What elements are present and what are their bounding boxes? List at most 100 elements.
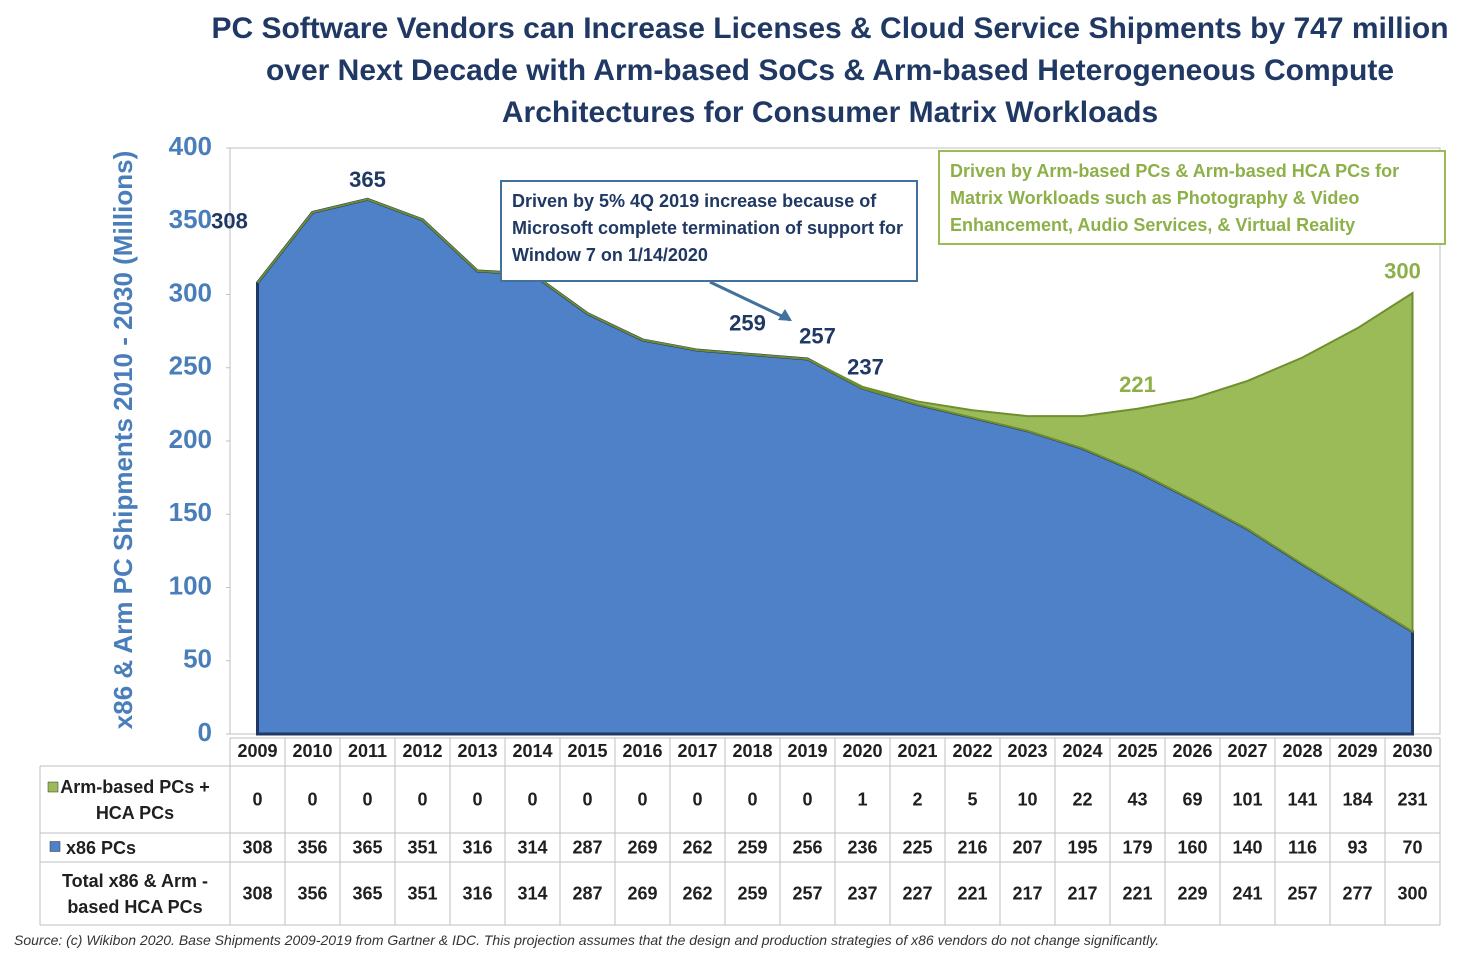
table-cell: 10 [1017, 789, 1037, 809]
table-cell: 116 [1288, 837, 1317, 857]
y-tick-label: 400 [169, 131, 212, 161]
table-cell: 257 [792, 883, 822, 903]
table-cell: 259 [737, 837, 767, 857]
table-cell: 316 [462, 883, 492, 903]
y-tick-label: 0 [198, 717, 212, 747]
table-cell: 1 [857, 789, 867, 809]
x-tick-label: 2024 [1062, 741, 1102, 761]
x-tick-label: 2028 [1282, 741, 1322, 761]
x-tick-label: 2010 [292, 741, 332, 761]
table-cell: 217 [1067, 883, 1097, 903]
x-tick-label: 2025 [1117, 741, 1157, 761]
y-tick-label: 100 [169, 570, 212, 600]
x-tick-label: 2018 [732, 741, 772, 761]
table-cell: 365 [352, 883, 382, 903]
data-label: 365 [349, 167, 386, 192]
x-tick-label: 2015 [567, 741, 607, 761]
table-cell: 256 [792, 837, 822, 857]
row-label: x86 PCs [66, 837, 137, 858]
table-cell: 314 [517, 837, 547, 857]
table-cell: 2 [912, 789, 922, 809]
table-cell: 351 [407, 883, 437, 903]
table-cell: 216 [957, 837, 987, 857]
row-label: Arm-based PCs + HCA PCs [60, 776, 210, 823]
table-cell: 93 [1347, 837, 1367, 857]
annotation-arrow [709, 280, 791, 322]
table-cell: 356 [297, 883, 327, 903]
table-cell: 231 [1397, 789, 1427, 809]
data-label: 259 [729, 310, 766, 335]
table-cell: 221 [957, 883, 987, 903]
table-cell: 277 [1342, 883, 1372, 903]
table-cell: 225 [902, 837, 932, 857]
x-tick-label: 2022 [952, 741, 992, 761]
table-cell: 207 [1012, 837, 1042, 857]
table-cell: 0 [747, 789, 757, 809]
source-note: Source: (c) Wikibon 2020. Base Shipments… [14, 932, 1160, 948]
table-cell: 160 [1177, 837, 1207, 857]
table-cell: 221 [1122, 883, 1152, 903]
annotation: Driven by 5% 4Q 2019 increase because of… [500, 180, 918, 282]
table-cell: 5 [967, 789, 977, 809]
x-tick-label: 2009 [237, 741, 277, 761]
table-cell: 0 [637, 789, 647, 809]
table-cell: 356 [297, 837, 327, 857]
chart-title: PC Software Vendors can Increase License… [211, 12, 1449, 129]
x-tick-label: 2020 [842, 741, 882, 761]
y-tick-label: 250 [169, 351, 212, 381]
x-tick-label: 2026 [1172, 741, 1212, 761]
table-cell: 259 [737, 883, 767, 903]
y-tick-label: 300 [169, 277, 212, 307]
table-cell: 0 [307, 789, 317, 809]
x-tick-label: 2029 [1337, 741, 1377, 761]
table-cell: 269 [627, 837, 657, 857]
x-tick-label: 2016 [622, 741, 662, 761]
x-tick-label: 2023 [1007, 741, 1047, 761]
x-tick-label: 2013 [457, 741, 497, 761]
table-cell: 22 [1072, 789, 1092, 809]
table-cell: 287 [572, 883, 602, 903]
data-label: 221 [1119, 372, 1156, 397]
table-cell: 0 [252, 789, 262, 809]
table-cell: 229 [1177, 883, 1207, 903]
table-cell: 314 [517, 883, 547, 903]
table-cell: 101 [1232, 789, 1262, 809]
y-axis-label: x86 & Arm PC Shipments 2010 - 2030 (Mill… [108, 151, 138, 729]
y-tick-label: 350 [169, 204, 212, 234]
table-cell: 269 [627, 883, 657, 903]
table-cell: 0 [472, 789, 482, 809]
table-cell: 262 [682, 883, 712, 903]
table-cell: 70 [1402, 837, 1422, 857]
x-tick-label: 2012 [402, 741, 442, 761]
table-cell: 0 [527, 789, 537, 809]
x-tick-label: 2030 [1392, 741, 1432, 761]
table-cell: 0 [802, 789, 812, 809]
table-cell: 227 [902, 883, 932, 903]
data-label: 237 [847, 355, 884, 380]
data-label: 308 [211, 209, 248, 234]
table-cell: 236 [847, 837, 877, 857]
table-cell: 351 [407, 837, 437, 857]
table-cell: 195 [1067, 837, 1097, 857]
legend-key [49, 841, 61, 852]
y-tick-label: 50 [183, 644, 212, 674]
table-cell: 69 [1182, 789, 1202, 809]
x-tick-label: 2014 [512, 741, 552, 761]
table-cell: 300 [1397, 883, 1427, 903]
table-cell: 308 [242, 837, 272, 857]
table-cell: 217 [1012, 883, 1042, 903]
y-tick-label: 200 [169, 424, 212, 454]
row-label: Total x86 & Arm -based HCA PCs [61, 870, 209, 917]
legend-key [47, 781, 59, 793]
annotation: Driven by Arm-based PCs & Arm-based HCA … [938, 150, 1446, 245]
arm-area [256, 198, 1414, 634]
table-cell: 257 [1287, 883, 1317, 903]
table-cell: 316 [462, 837, 492, 857]
arrow-head [778, 309, 792, 321]
table-cell: 237 [847, 883, 877, 903]
table-cell: 262 [682, 837, 712, 857]
data-label: 257 [799, 323, 836, 348]
y-tick-label: 150 [169, 497, 212, 527]
